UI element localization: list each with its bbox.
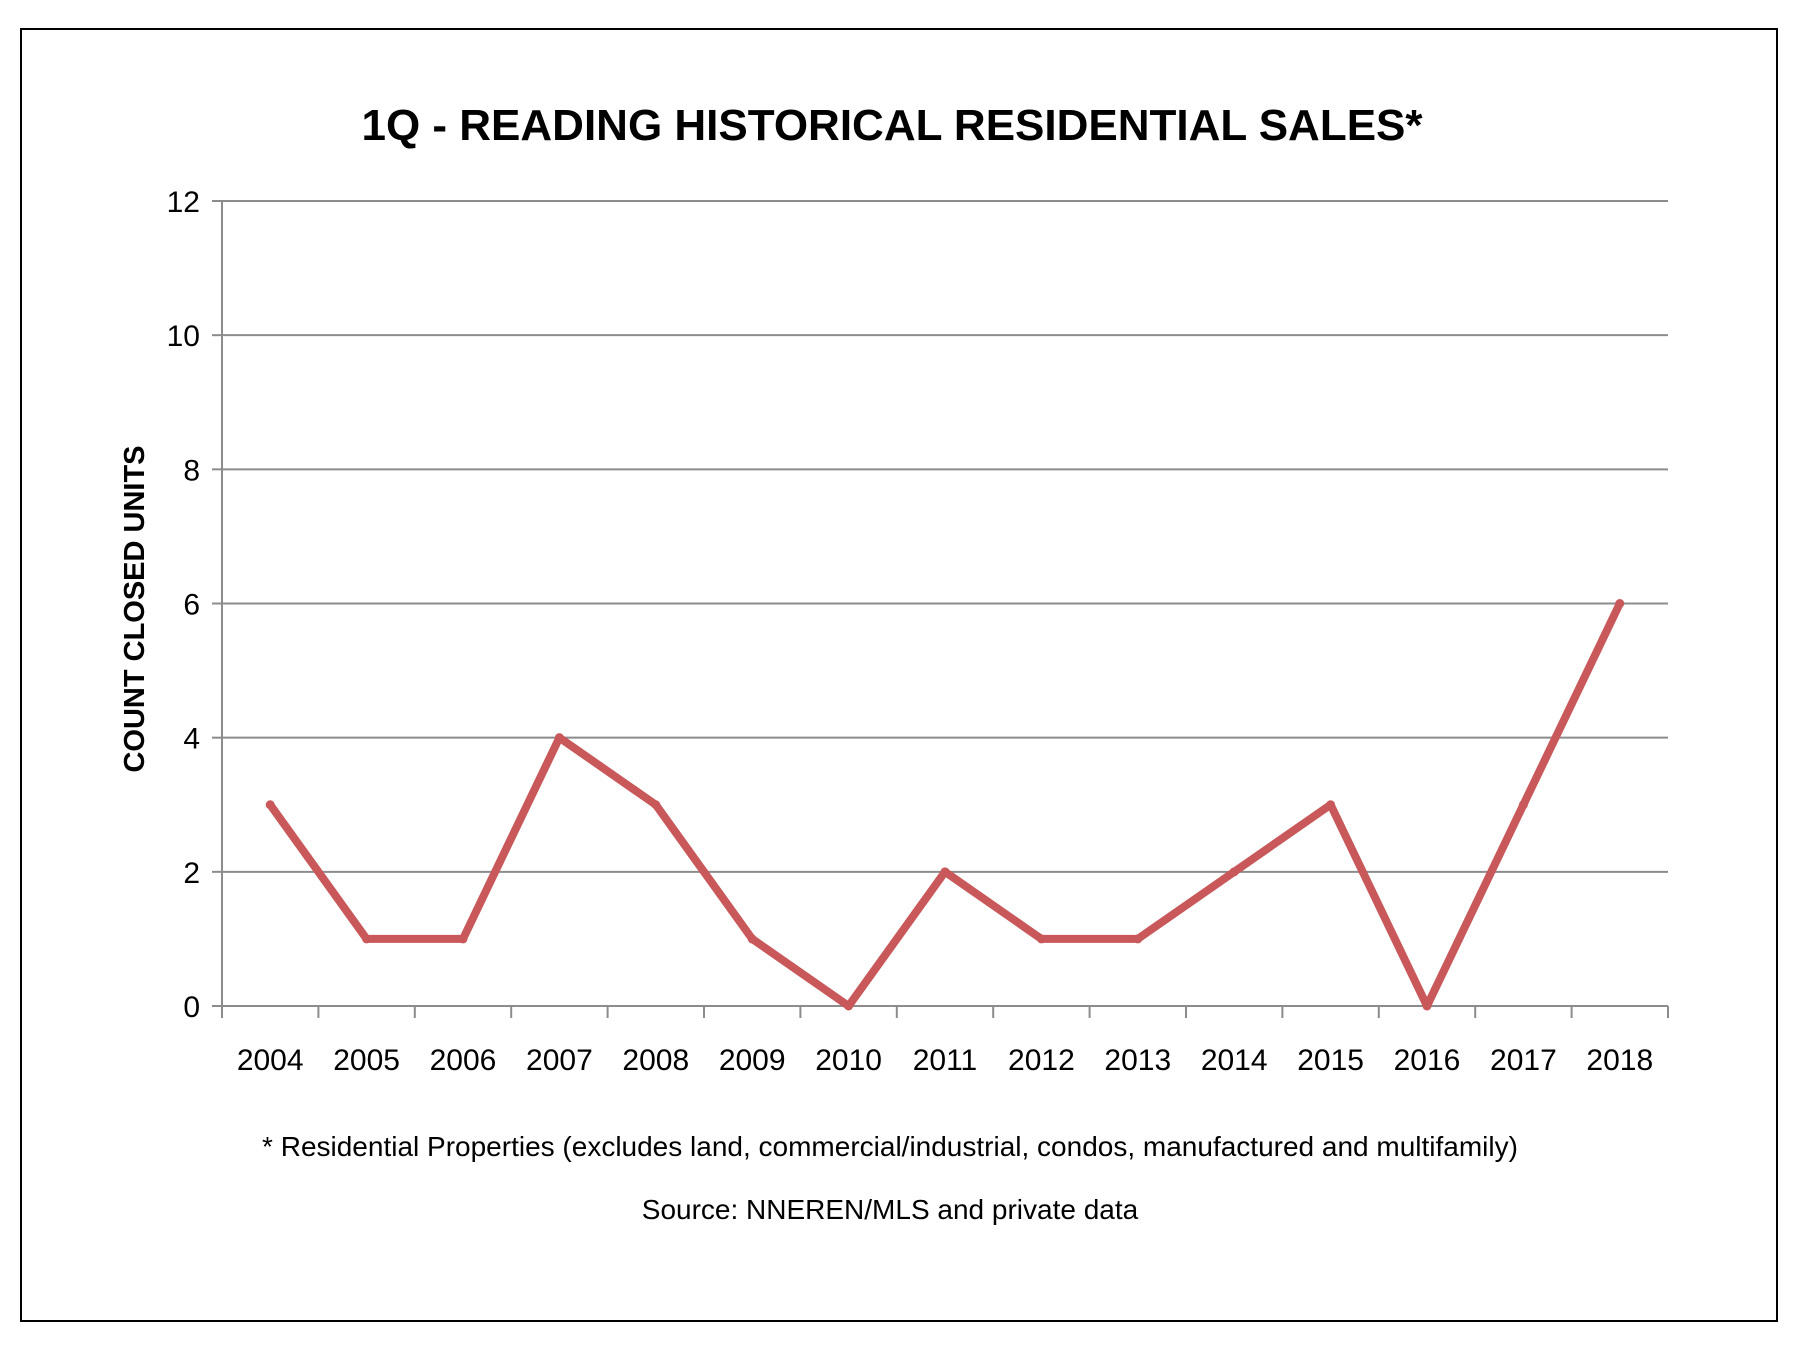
x-tick-label: 2018 xyxy=(1586,1044,1653,1077)
x-tick-label: 2016 xyxy=(1394,1044,1461,1077)
data-point xyxy=(1615,599,1625,608)
data-point xyxy=(1422,1001,1432,1011)
data-point xyxy=(1036,934,1046,944)
data-point xyxy=(554,733,564,743)
data-point xyxy=(362,934,372,944)
y-axis-ticks: 0 2 4 6 8 10 12 xyxy=(167,186,222,1024)
x-tick-label: 2008 xyxy=(622,1044,689,1077)
series-layer xyxy=(265,599,1625,1011)
data-point xyxy=(747,934,757,944)
chart-title: 1Q - READING HISTORICAL RESIDENTIAL SALE… xyxy=(361,101,1423,150)
x-tick-label: 2011 xyxy=(913,1044,978,1077)
x-tick-label: 2010 xyxy=(815,1044,882,1077)
line-chart: 1Q - READING HISTORICAL RESIDENTIAL SALE… xyxy=(119,101,1669,1225)
y-tick-label: 8 xyxy=(183,454,200,487)
y-tick-label: 6 xyxy=(183,589,200,622)
data-point xyxy=(940,867,950,877)
y-tick-label: 2 xyxy=(183,857,200,890)
data-point xyxy=(1229,867,1239,877)
y-axis-label: COUNT CLOSED UNITS xyxy=(119,445,151,772)
y-tick-label: 10 xyxy=(167,320,200,353)
data-point xyxy=(265,800,275,810)
y-tick-label: 12 xyxy=(167,186,200,219)
data-point xyxy=(1133,934,1143,944)
gridlines xyxy=(222,200,1668,873)
x-tick-label: 2012 xyxy=(1008,1044,1075,1077)
x-tick-label: 2004 xyxy=(237,1044,304,1077)
footnote: * Residential Properties (excludes land,… xyxy=(262,1131,1518,1162)
data-point xyxy=(651,800,661,810)
source-note: Source: NNEREN/MLS and private data xyxy=(642,1194,1139,1225)
data-point xyxy=(1518,800,1528,810)
y-tick-label: 0 xyxy=(183,991,200,1024)
series-line xyxy=(266,599,1624,1010)
x-tick-label: 2006 xyxy=(430,1044,497,1077)
y-tick-label: 4 xyxy=(183,723,200,756)
data-point xyxy=(458,934,468,944)
data-point xyxy=(1326,800,1336,810)
x-tick-label: 2007 xyxy=(526,1044,593,1077)
x-tick-label: 2005 xyxy=(333,1044,400,1077)
data-point xyxy=(844,1001,854,1011)
x-tick-label: 2009 xyxy=(719,1044,786,1077)
x-tick-label: 2015 xyxy=(1297,1044,1364,1077)
x-axis-ticks: 2004 2005 2006 2007 2008 2009 2010 2011 2012 2013… xyxy=(221,1006,1669,1077)
x-tick-label: 2014 xyxy=(1201,1044,1268,1077)
chart-frame: 1Q - READING HISTORICAL RESIDENTIAL SALE… xyxy=(20,28,1778,1322)
x-tick-label: 2017 xyxy=(1490,1044,1557,1077)
x-tick-label: 2013 xyxy=(1104,1044,1171,1077)
